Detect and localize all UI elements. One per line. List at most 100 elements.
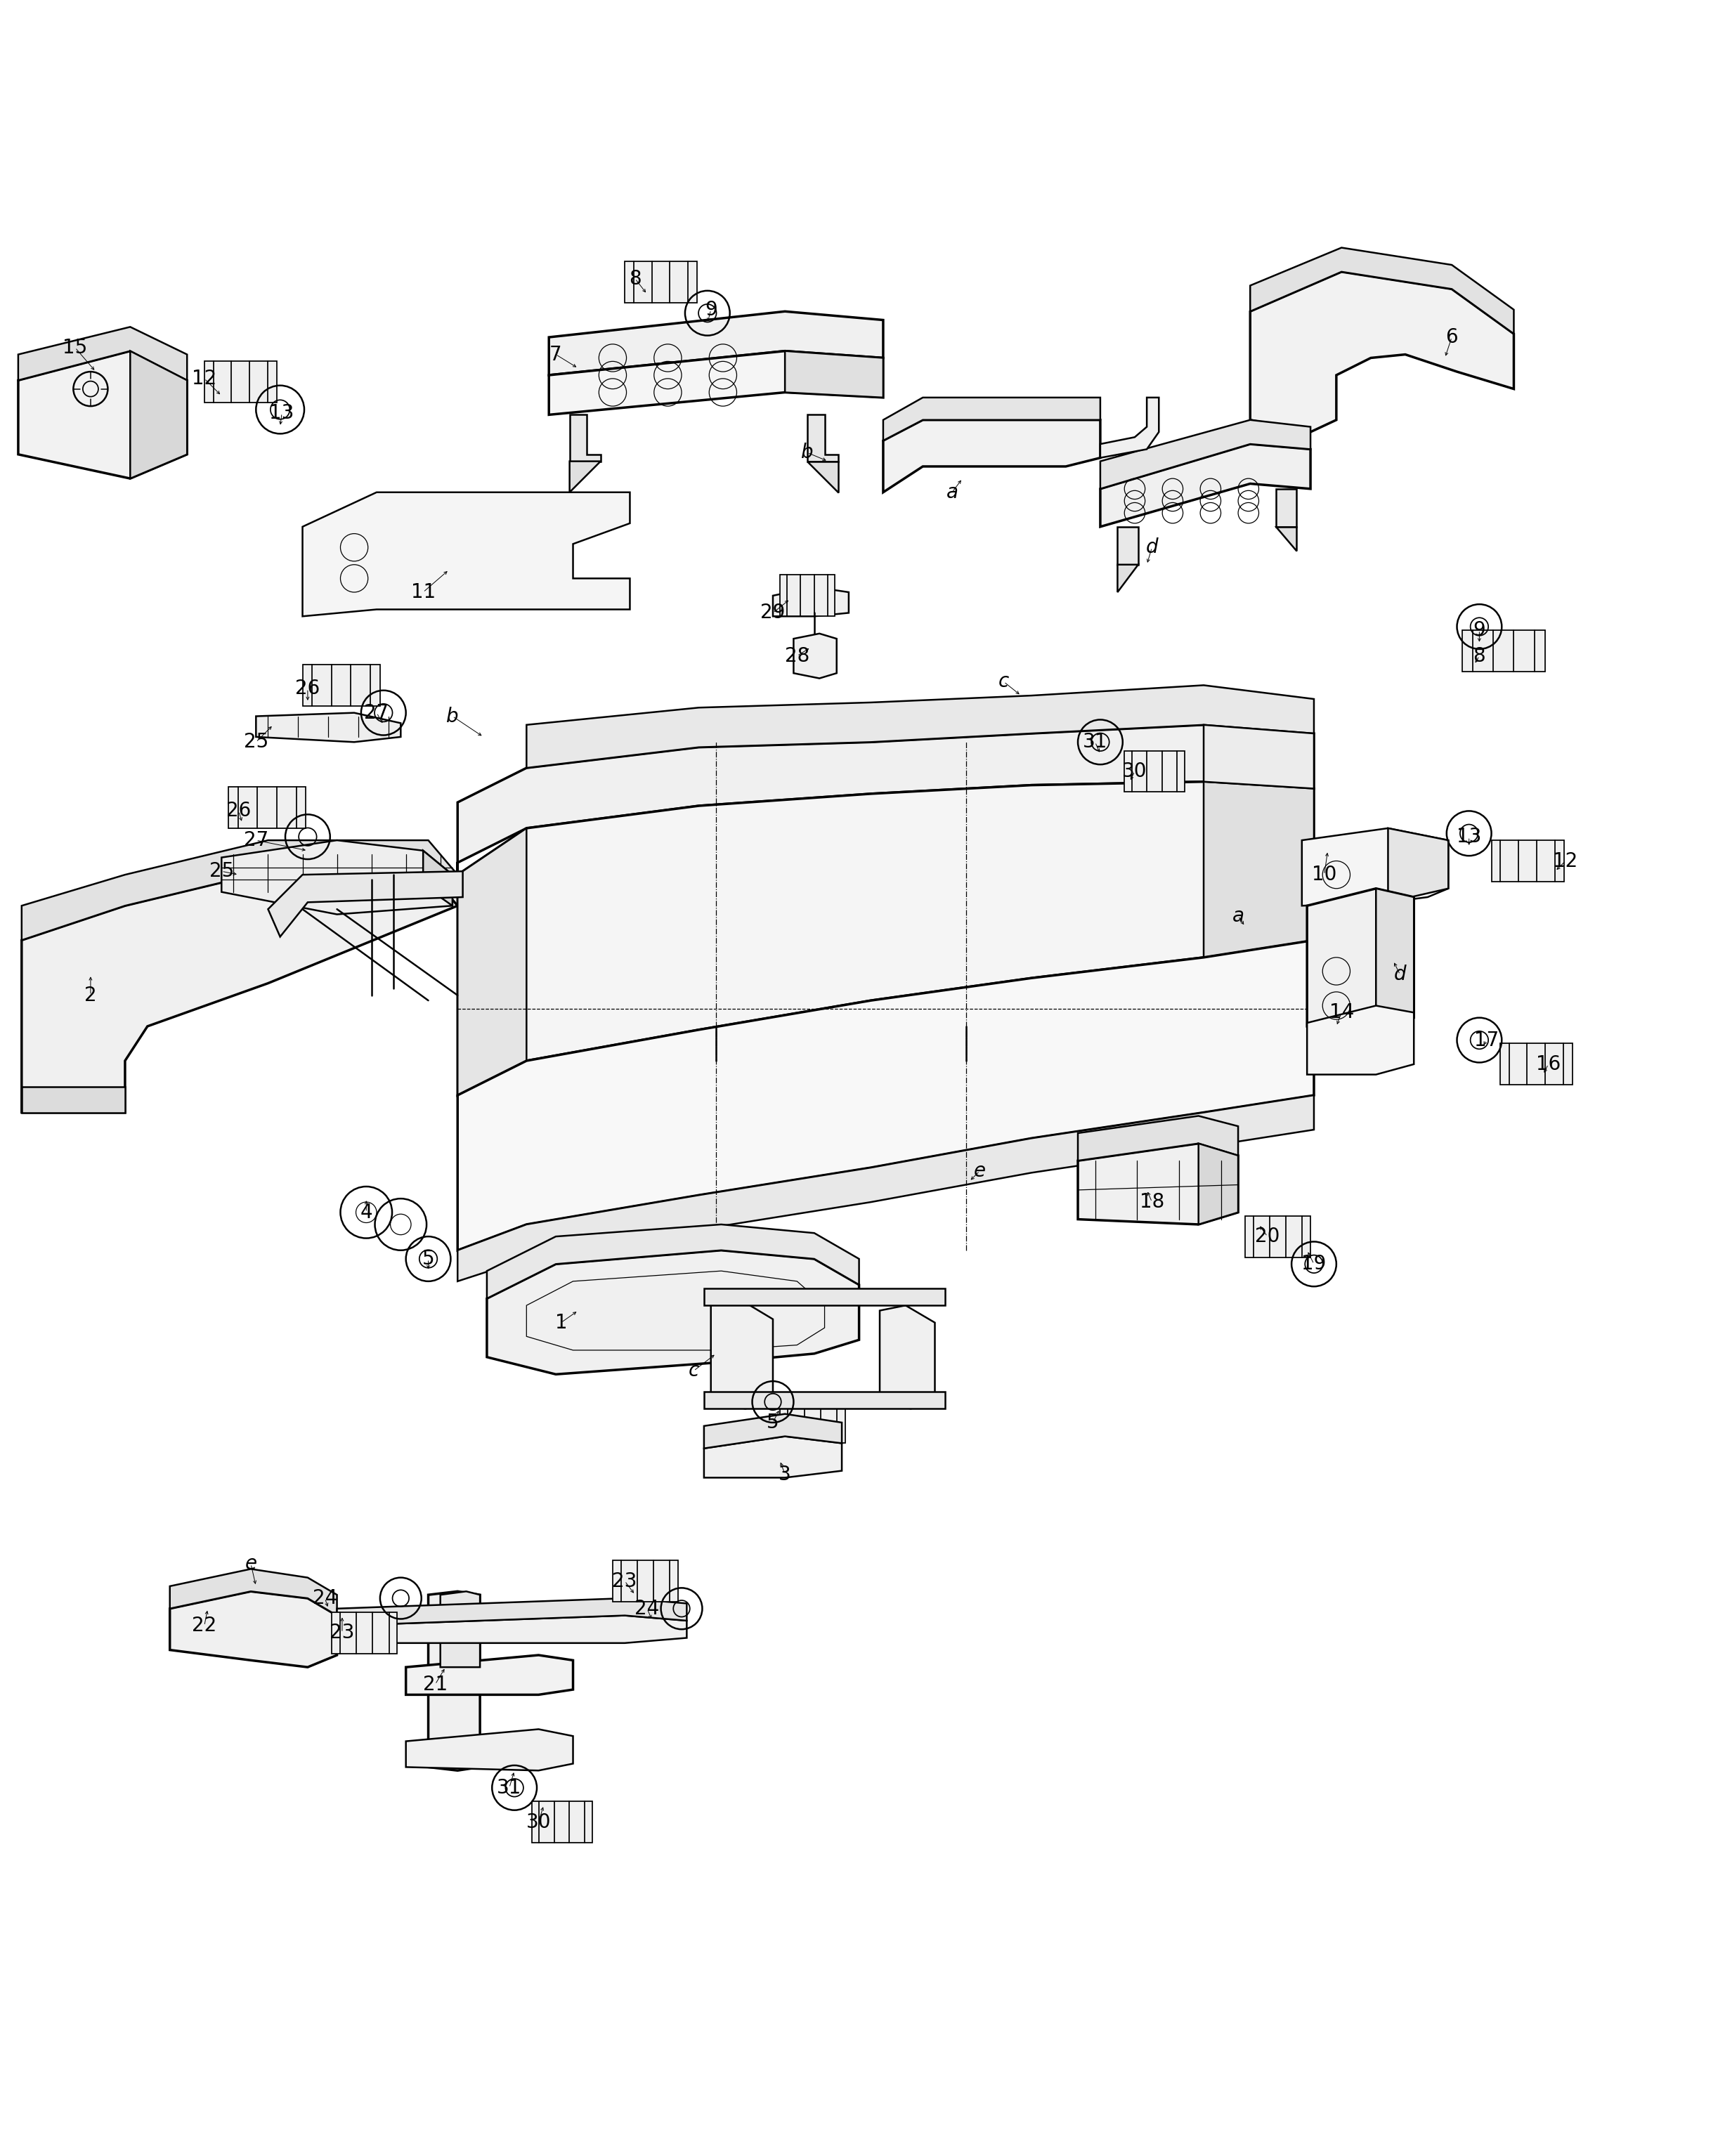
Polygon shape <box>486 1225 859 1298</box>
Polygon shape <box>1101 444 1311 526</box>
Polygon shape <box>624 261 697 302</box>
Polygon shape <box>704 1436 842 1477</box>
Polygon shape <box>569 461 600 492</box>
Text: 30: 30 <box>526 1813 550 1833</box>
Polygon shape <box>228 787 305 828</box>
Text: a: a <box>1232 906 1244 925</box>
Polygon shape <box>457 1095 1314 1281</box>
Polygon shape <box>704 1391 945 1408</box>
Text: e: e <box>245 1554 257 1574</box>
Polygon shape <box>457 783 1314 1095</box>
Text: b: b <box>447 707 459 727</box>
Polygon shape <box>22 1087 124 1112</box>
Text: 23: 23 <box>329 1623 355 1643</box>
Text: 31: 31 <box>1083 733 1107 752</box>
Polygon shape <box>711 1298 773 1408</box>
Text: 29: 29 <box>761 604 785 623</box>
Text: c: c <box>688 1360 699 1380</box>
Text: 26: 26 <box>295 679 321 699</box>
Polygon shape <box>1118 565 1139 593</box>
Polygon shape <box>526 686 1314 768</box>
Polygon shape <box>1204 724 1314 789</box>
Text: 30: 30 <box>1123 761 1147 780</box>
Text: 21: 21 <box>423 1675 447 1695</box>
Text: e: e <box>973 1162 985 1181</box>
Text: 25: 25 <box>209 862 235 882</box>
Text: d: d <box>1394 964 1406 985</box>
Text: 26: 26 <box>226 802 252 821</box>
Text: 9: 9 <box>704 300 718 319</box>
Polygon shape <box>440 1591 480 1667</box>
Polygon shape <box>423 852 452 906</box>
Polygon shape <box>883 420 1101 492</box>
Text: 23: 23 <box>612 1572 637 1591</box>
Polygon shape <box>1199 1143 1239 1225</box>
Polygon shape <box>1308 1005 1414 1074</box>
Polygon shape <box>807 461 838 492</box>
Polygon shape <box>267 871 462 936</box>
Polygon shape <box>1501 1044 1573 1084</box>
Polygon shape <box>486 1250 859 1373</box>
Text: 17: 17 <box>1473 1031 1499 1050</box>
Text: 8: 8 <box>630 270 642 289</box>
Polygon shape <box>1251 272 1515 431</box>
Polygon shape <box>1389 828 1449 901</box>
Text: 13: 13 <box>269 403 295 423</box>
Text: a: a <box>945 483 957 502</box>
Text: c: c <box>999 673 1009 692</box>
Text: 4: 4 <box>361 1203 373 1222</box>
Polygon shape <box>1245 1216 1311 1257</box>
Text: 18: 18 <box>1140 1192 1164 1212</box>
Text: 14: 14 <box>1330 1003 1354 1022</box>
Polygon shape <box>1078 1143 1239 1225</box>
Polygon shape <box>1101 397 1159 457</box>
Text: 2: 2 <box>85 985 97 1005</box>
Text: 25: 25 <box>243 733 269 752</box>
Polygon shape <box>1251 248 1515 334</box>
Polygon shape <box>1463 630 1546 671</box>
Text: 15: 15 <box>62 338 88 358</box>
Polygon shape <box>331 1613 397 1654</box>
Text: 27: 27 <box>243 830 269 849</box>
Text: 31: 31 <box>497 1779 521 1798</box>
Text: 20: 20 <box>1256 1227 1280 1246</box>
Polygon shape <box>129 351 186 479</box>
Polygon shape <box>255 714 400 742</box>
Polygon shape <box>405 1729 573 1770</box>
Text: 6: 6 <box>1446 328 1458 347</box>
Text: 1: 1 <box>555 1313 568 1332</box>
Polygon shape <box>531 1802 592 1843</box>
Text: 12: 12 <box>1553 852 1578 871</box>
Text: 19: 19 <box>1301 1255 1327 1274</box>
Polygon shape <box>704 1287 945 1304</box>
Polygon shape <box>1118 526 1139 565</box>
Polygon shape <box>1277 489 1297 526</box>
Polygon shape <box>549 351 883 414</box>
Polygon shape <box>457 940 1314 1250</box>
Text: 24: 24 <box>635 1600 659 1619</box>
Polygon shape <box>549 310 883 375</box>
Polygon shape <box>302 664 380 705</box>
Polygon shape <box>780 1401 845 1442</box>
Polygon shape <box>1101 420 1311 489</box>
Polygon shape <box>880 1304 935 1408</box>
Polygon shape <box>204 362 276 403</box>
Text: 22: 22 <box>191 1617 217 1636</box>
Text: 12: 12 <box>191 369 217 388</box>
Polygon shape <box>22 841 457 940</box>
Polygon shape <box>1308 888 1414 1026</box>
Text: 11: 11 <box>411 582 435 602</box>
Polygon shape <box>428 1591 480 1770</box>
Text: 28: 28 <box>785 647 809 666</box>
Polygon shape <box>1492 841 1565 882</box>
Text: 7: 7 <box>550 345 562 364</box>
Text: 24: 24 <box>312 1589 338 1608</box>
Polygon shape <box>807 414 838 461</box>
Polygon shape <box>302 492 630 617</box>
Polygon shape <box>405 1656 573 1695</box>
Polygon shape <box>19 351 186 479</box>
Polygon shape <box>883 397 1101 440</box>
Polygon shape <box>457 724 1314 875</box>
Text: b: b <box>800 442 814 464</box>
Text: 13: 13 <box>1456 828 1482 847</box>
